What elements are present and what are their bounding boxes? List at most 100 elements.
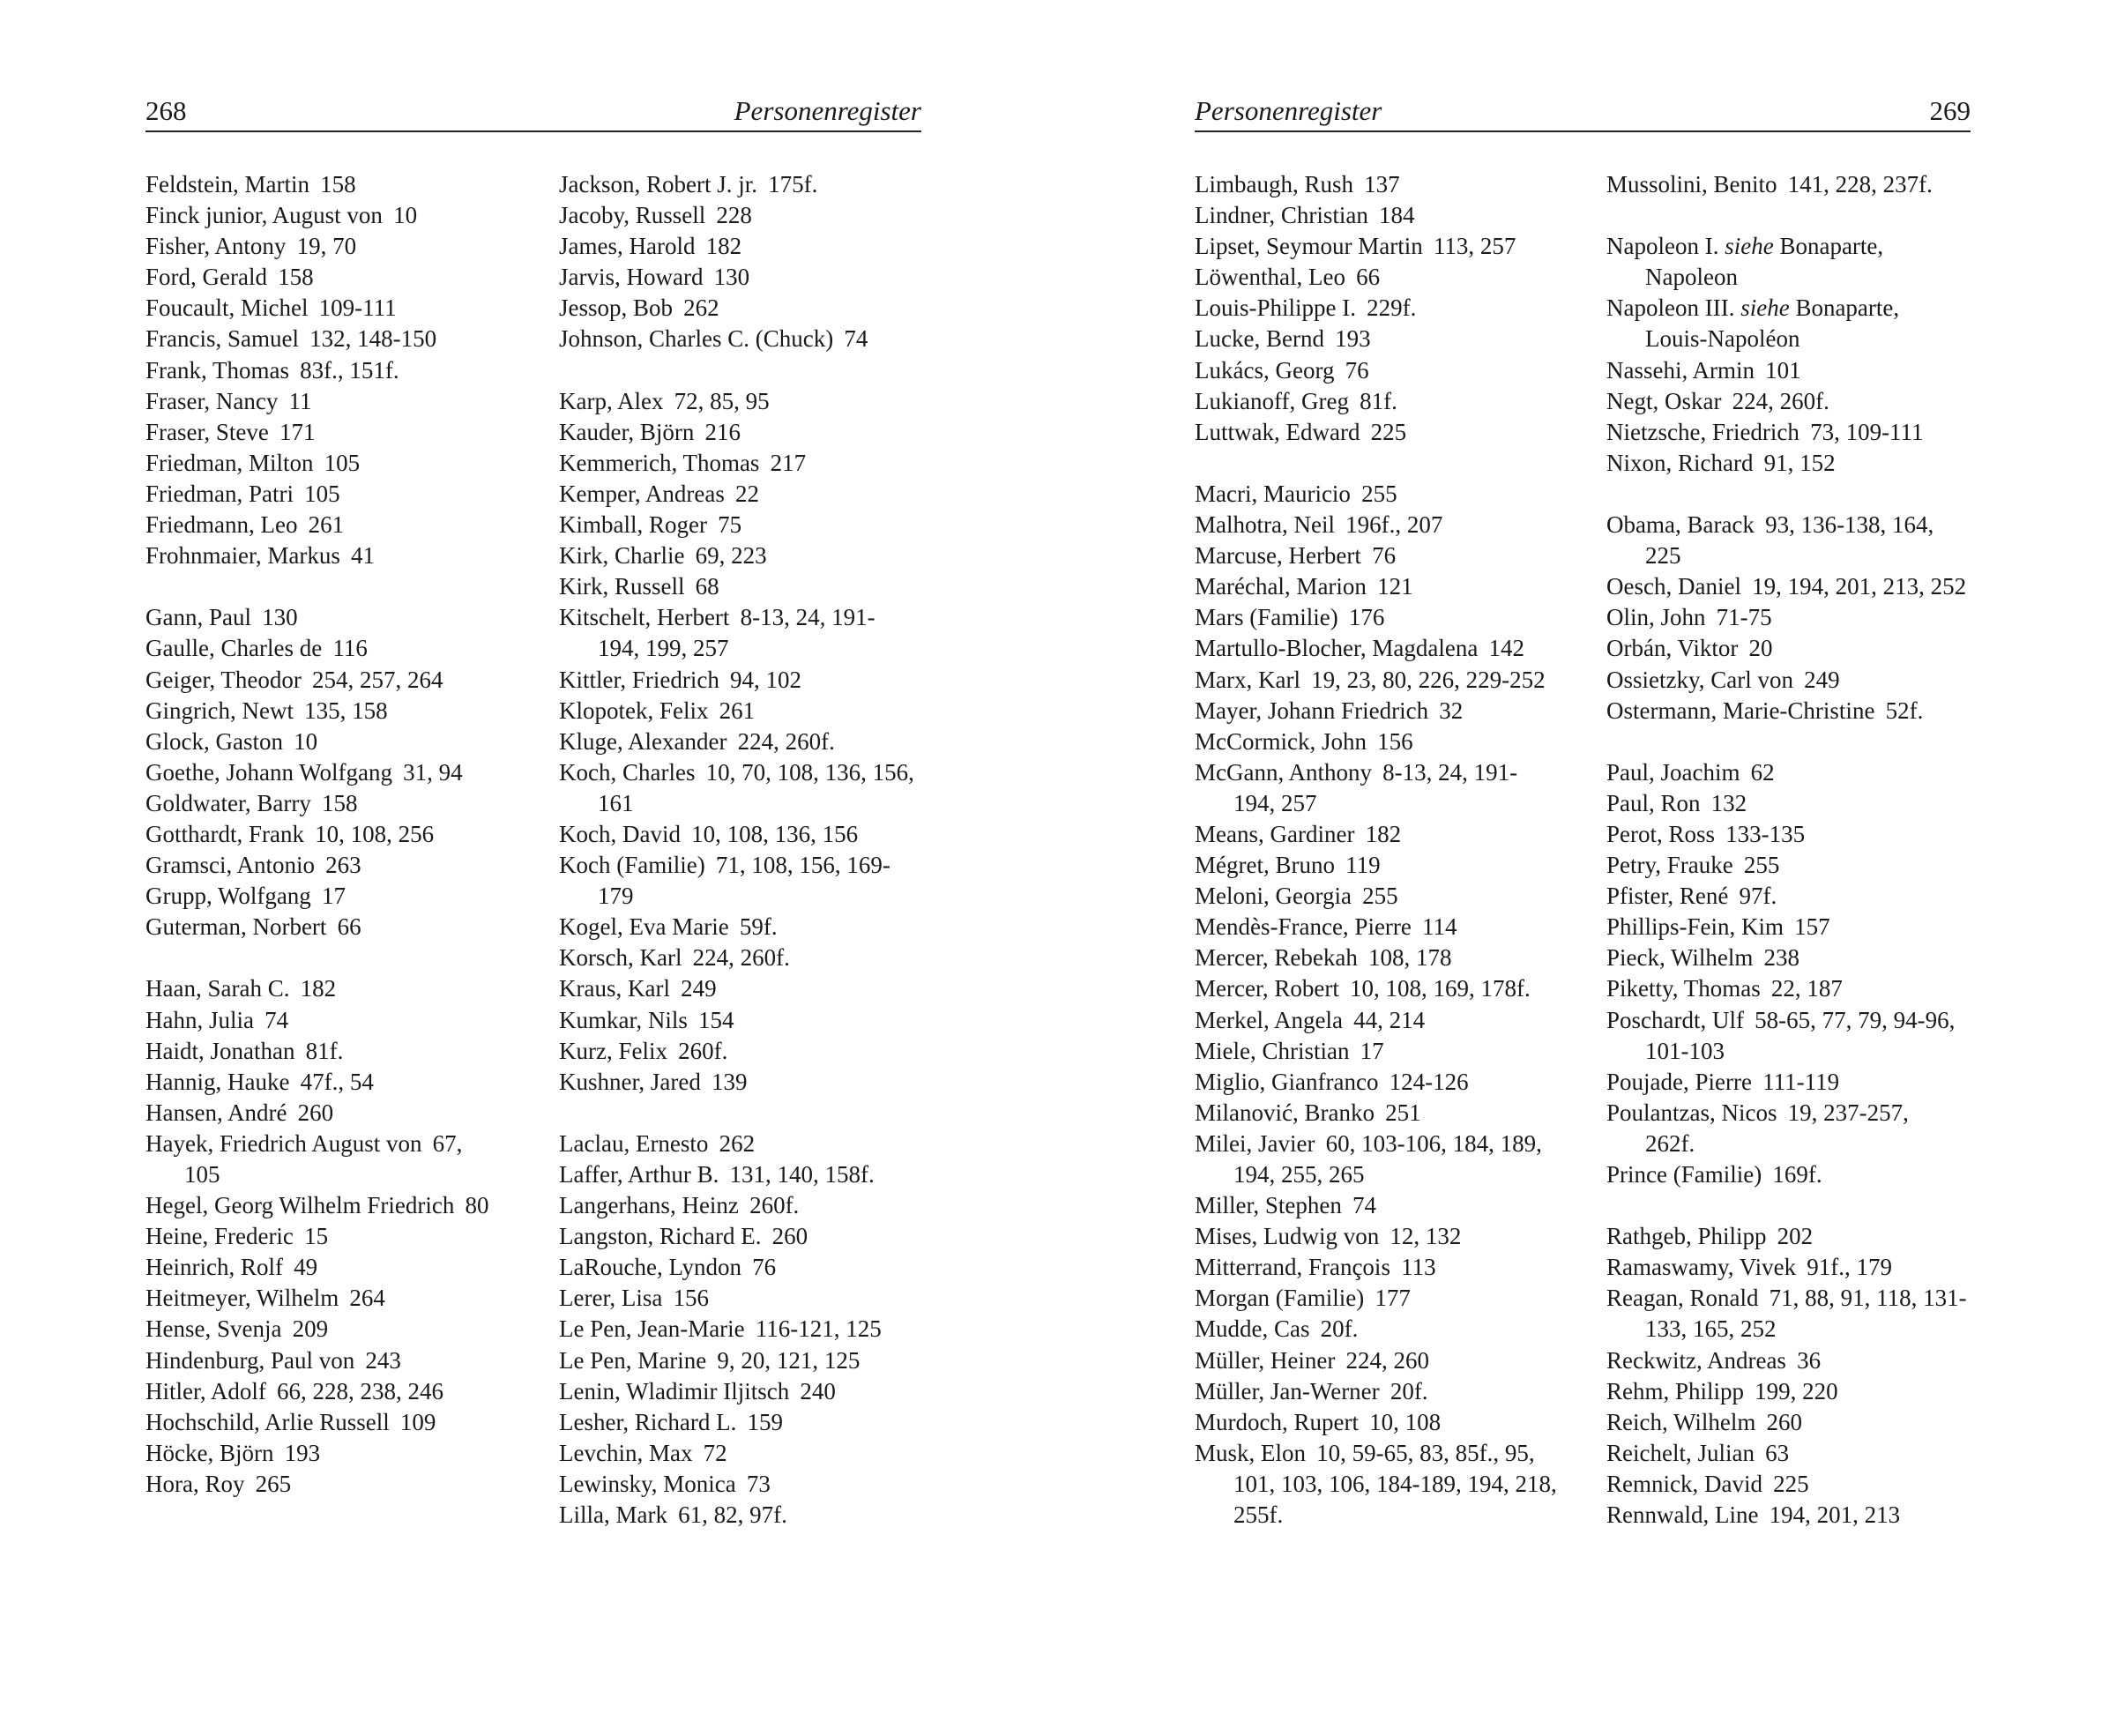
index-entry: Poujade, Pierre 111-119 — [1606, 1067, 1967, 1098]
entry-line: McGann, Anthony 8-13, 24, 191- — [1195, 757, 1557, 788]
page-references: 111-119 — [1762, 1068, 1840, 1095]
entry-line: Ostermann, Marie-Christine 52f. — [1606, 696, 1967, 726]
entry-line: Kitschelt, Herbert 8-13, 24, 191- — [559, 602, 914, 633]
entry-line: Mudde, Cas 20f. — [1195, 1314, 1557, 1345]
entry-name: Pieck, Wilhelm — [1606, 944, 1754, 972]
letter-group: Obama, Barack 93, 136-138, 164, 225 Oesch, … — [1606, 510, 1967, 726]
index-entry: Jacoby, Russell 228 — [559, 200, 914, 231]
entry-line: Lukianoff, Greg 81f. — [1195, 386, 1557, 417]
entry-line: Koch, Charles 10, 70, 108, 136, 156, — [559, 757, 914, 788]
page-references: 72, 85, 95 — [674, 387, 770, 414]
entry-line: Klopotek, Felix 261 — [559, 696, 914, 726]
entry-name: Jacoby, Russell — [559, 202, 706, 229]
index-entry: Gotthardt, Frank 10, 108, 256 — [145, 819, 488, 850]
page-references: 130 — [713, 264, 750, 291]
page-references: 76 — [752, 1254, 777, 1281]
index-entry: Paul, Ron 132 — [1606, 788, 1967, 819]
entry-name: Heine, Frederic — [145, 1223, 294, 1250]
entry-name: Prince (Familie) — [1606, 1161, 1762, 1188]
page-references: 156 — [1377, 727, 1413, 755]
index-entry: Lipset, Seymour Martin 113, 257 — [1195, 231, 1557, 262]
entry-name: Hayek, Friedrich August von — [145, 1129, 422, 1157]
index-entry: Mussolini, Benito 141, 228, 237f. — [1606, 169, 1967, 200]
entry-name: Negt, Oskar — [1606, 387, 1722, 414]
index-entry: Kirk, Charlie 69, 223 — [559, 540, 914, 571]
entry-name: Luttwak, Edward — [1195, 418, 1360, 445]
page-references: 142 — [1488, 635, 1524, 662]
entry-name: Haidt, Jonathan — [145, 1037, 295, 1064]
entry-name: Jackson, Robert J. jr. — [559, 171, 757, 197]
entry-line: Lipset, Seymour Martin 113, 257 — [1195, 231, 1557, 262]
entry-line: Mars (Familie) 176 — [1195, 602, 1557, 633]
index-column: Limbaugh, Rush 137 Lindner, Christian 184 Li… — [1195, 169, 1557, 1561]
see-reference-label: siehe — [1725, 233, 1774, 260]
page-references: 91f., 179 — [1807, 1254, 1892, 1281]
page-references: 74 — [844, 325, 868, 353]
entry-line: Gingrich, Newt 135, 158 — [145, 696, 488, 726]
page-references: 156 — [673, 1285, 710, 1312]
see-reference-label: siehe — [1740, 294, 1790, 322]
page-references: 75 — [718, 511, 742, 539]
page-references: 8-13, 24, 191- — [1382, 758, 1518, 786]
index-entry: Jackson, Robert J. jr. 175f. — [559, 169, 914, 200]
page-references: 67, — [432, 1129, 463, 1157]
entry-name: Mitterrand, François — [1195, 1254, 1390, 1281]
index-entry: Ford, Gerald 158 — [145, 262, 488, 293]
page-references: 66 — [1356, 264, 1381, 291]
entry-name: Mayer, Johann Friedrich — [1195, 697, 1429, 724]
page-references: 32 — [1439, 697, 1464, 724]
page-references: 262 — [683, 294, 719, 322]
index-entry: Gingrich, Newt 135, 158 — [145, 696, 488, 726]
page-references: 184 — [1379, 202, 1415, 229]
page-references: 19, 237-257, — [1787, 1099, 1909, 1126]
entry-name: Meloni, Georgia — [1195, 883, 1352, 910]
entry-continuation: 105 — [184, 1161, 220, 1188]
index-entry: Friedmann, Leo 261 — [145, 510, 488, 540]
entry-name: Macri, Mauricio — [1195, 480, 1351, 507]
entry-line: Mendès-France, Pierre 114 — [1195, 912, 1557, 943]
page-references: 265 — [255, 1470, 292, 1497]
page-references: 202 — [1777, 1223, 1814, 1250]
entry-line: Piketty, Thomas 22, 187 — [1606, 973, 1967, 1004]
page-references: 31, 94 — [403, 758, 463, 786]
entry-line: Friedman, Patri 105 — [145, 479, 488, 510]
index-entry: Grupp, Wolfgang 17 — [145, 881, 488, 912]
entry-line: Gramsci, Antonio 263 — [145, 850, 488, 881]
entry-line: Karp, Alex 72, 85, 95 — [559, 386, 914, 417]
page-references: 224, 260f. — [692, 944, 790, 972]
page-references: 20f. — [1390, 1377, 1428, 1404]
entry-name: Limbaugh, Rush — [1195, 171, 1353, 197]
entry-line: Rehm, Philipp 199, 220 — [1606, 1376, 1967, 1407]
entry-line: Merkel, Angela 44, 214 — [1195, 1005, 1557, 1036]
index-entry: Friedman, Milton 105 — [145, 448, 488, 479]
page-references: 182 — [300, 975, 337, 1002]
page-references: 124-126 — [1389, 1068, 1469, 1095]
entry-line: Mayer, Johann Friedrich 32 — [1195, 696, 1557, 726]
entry-name: Le Pen, Marine — [559, 1346, 707, 1374]
index-entry: Perot, Ross 133-135 — [1606, 819, 1967, 850]
entry-name: Kraus, Karl — [559, 975, 670, 1002]
entry-line: Milanović, Branko 251 — [1195, 1098, 1557, 1129]
entry-line: Hochschild, Arlie Russell 109 — [145, 1407, 488, 1438]
entry-name: Reich, Wilhelm — [1606, 1408, 1756, 1435]
entry-line: Poschardt, Ulf 58-65, 77, 79, 94-96, — [1606, 1005, 1967, 1036]
page-references: 80 — [465, 1192, 489, 1219]
entry-name: Reichelt, Julian — [1606, 1439, 1755, 1466]
entry-name: Phillips-Fein, Kim — [1606, 913, 1784, 941]
page-references: 114 — [1422, 913, 1457, 941]
page-references: 17 — [321, 883, 346, 910]
entry-line: Rennwald, Line 194, 201, 213 — [1606, 1500, 1967, 1531]
index-entry: Morgan (Familie) 177 — [1195, 1283, 1557, 1314]
entry-name: Klopotek, Felix — [559, 697, 709, 724]
index-entry: Hansen, André 260 — [145, 1098, 488, 1129]
entry-line: Jacoby, Russell 228 — [559, 200, 914, 231]
page-references: 83f., 151f. — [300, 356, 399, 384]
index-entry: Finck junior, August von 10 — [145, 200, 488, 231]
index-entry: Frank, Thomas 83f., 151f. — [145, 355, 488, 386]
entry-name: Kemmerich, Thomas — [559, 449, 760, 476]
page-number: 268 — [145, 95, 187, 126]
index-entry: Koch (Familie) 71, 108, 156, 169- 179 — [559, 850, 914, 912]
index-entry: Means, Gardiner 182 — [1195, 819, 1557, 850]
entry-name: Koch, David — [559, 820, 681, 847]
entry-name: Löwenthal, Leo — [1195, 264, 1345, 291]
